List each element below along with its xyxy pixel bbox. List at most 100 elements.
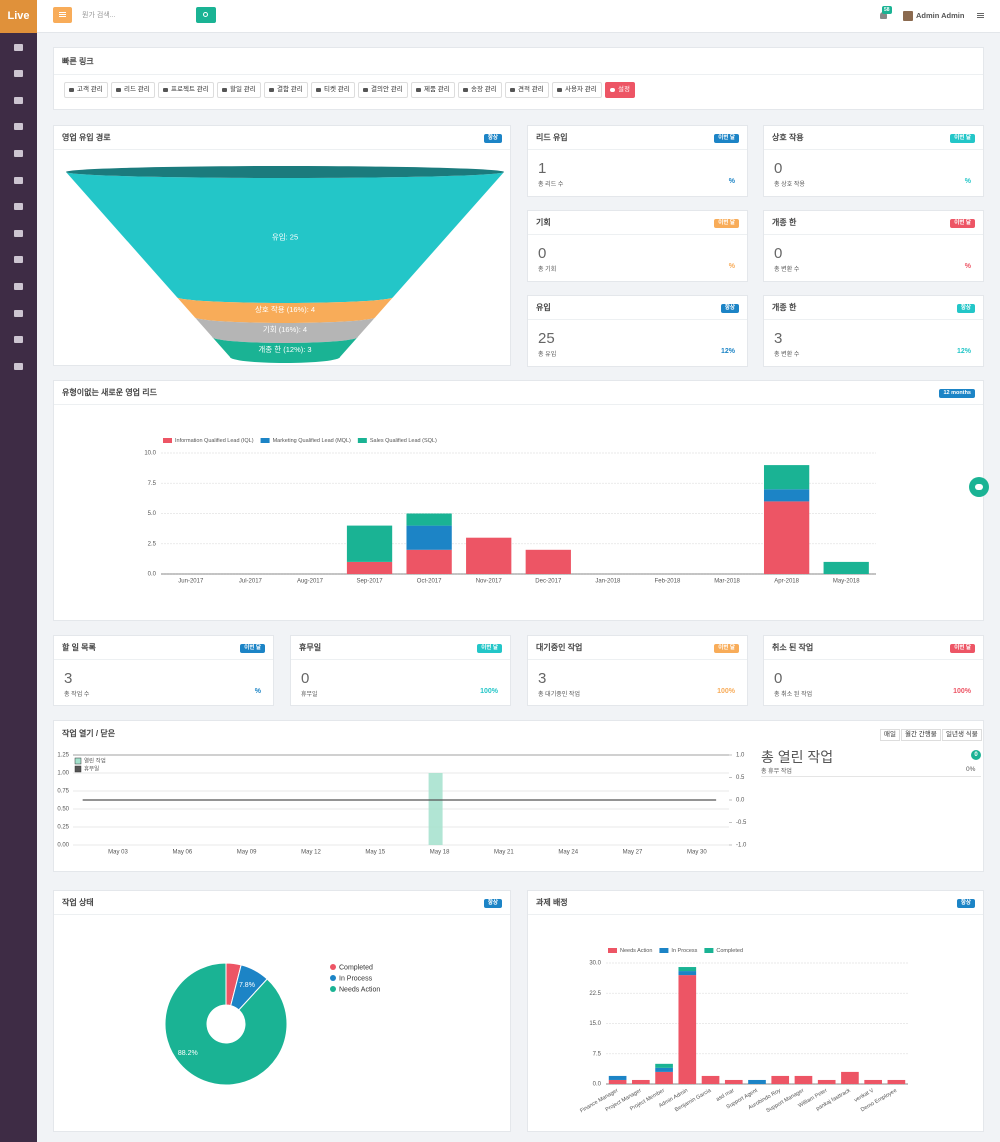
nav-icon[interactable] [14,363,23,370]
nav-icon[interactable] [14,123,23,130]
quick-link-button[interactable]: 티켓 관리 [311,82,355,98]
badge: 항상 [720,304,739,313]
nav-icon[interactable] [14,336,23,343]
badge: 이번 달 [714,219,739,228]
range-button[interactable]: 월간 간행물 [901,729,941,741]
legend-swatch [163,438,172,443]
nav-icon[interactable] [14,44,23,51]
card-caption: 총 상호 작용 [774,182,805,188]
nav-icon[interactable] [14,70,23,77]
bar-segment [655,1071,673,1084]
legend-swatch [260,438,270,443]
quick-link-button[interactable]: 리드 관리 [111,82,155,98]
badge: 이번 달 [950,644,975,653]
nav-icon[interactable] [14,150,23,157]
card-change: 100% [480,688,498,695]
nav-icon[interactable] [14,97,23,104]
x-tick-label: Nov-2017 [476,579,503,585]
card-title: 개종 한 [764,296,983,320]
quick-link-button[interactable]: 견적 관리 [505,82,549,98]
y-tick-label: 10.0 [144,451,156,457]
card-caption: 총 변환 수 [774,267,800,273]
card-title: 상호 작용 [764,126,983,150]
badge: 항상 [956,304,975,313]
bell-icon[interactable] [880,12,887,19]
legend-label: 휴무일 [84,764,99,772]
card-title: 할 일 목록 [54,636,273,660]
range-button[interactable]: 매일 [880,729,900,741]
chat-button[interactable] [969,477,989,497]
quick-link-button[interactable]: 고객 관리 [64,82,108,98]
quick-link-button[interactable]: 프로젝트 관리 [158,82,214,98]
logo[interactable]: Live [0,0,37,33]
bar-segment [701,1075,720,1084]
task-chart-panel: 0.00 0.25 0.50 0.75 1.00 1.25 -1.0 -0.5 0.0 0.5 1.… [53,720,984,872]
nav-icon[interactable] [14,256,23,263]
panel-title: 작업 상태 항상 [54,891,510,915]
options-icon[interactable] [977,13,984,14]
x-tick-label: May 30 [687,850,707,856]
funnel-label: 개종 한 (12%): 3 [258,344,311,354]
y-tick-label: 30.0 [589,961,601,967]
card-change: 12% [956,348,971,355]
bar-segment [678,967,697,972]
range-button[interactable]: 일년생 식물 [942,729,982,741]
y-tick-label: 0.25 [57,825,69,831]
card-value: 0 [774,245,783,262]
card-value: 3 [64,670,73,687]
panel-title: 과제 배정 항상 [528,891,983,915]
card-caption: 총 취소 된 작업 [774,692,813,698]
x-tick-label: May 15 [365,850,385,856]
search-button[interactable] [196,7,216,23]
leads-chart: 0.0 2.5 5.0 7.5 10.0 Jun-2017 Jul-2017 Aug-2017… [144,438,876,585]
quick-link-button[interactable]: 할일 관리 [217,82,261,98]
quick-link-button[interactable]: 설정 [605,82,635,98]
funnel-segment [176,297,394,323]
badge: 이번 달 [950,219,975,228]
x-tick-label: Apr-2018 [774,579,799,585]
nav-icon[interactable] [14,177,23,184]
badge: 항상 [483,134,502,143]
badge: 이번 달 [714,644,739,653]
x-tick-label: Feb-2018 [655,579,681,585]
summary-change: 0% [966,766,976,773]
panel-title: 영업 유입 경로 항상 [54,126,510,150]
card-title: 개종 한 [764,211,983,235]
badge: 이번 달 [240,644,265,653]
title: 유형이없는 새로운 영업 리드 [62,388,157,397]
y2-tick-label: 1.0 [736,753,745,759]
legend-label: Needs Action [339,986,380,993]
title: 작업 상태 [62,898,94,907]
card-value: 0 [538,245,547,262]
bar-segment [406,525,452,550]
card-change: % [728,178,735,185]
bar-segment [406,513,452,526]
pie-slice [164,962,288,1086]
legend-swatch [74,765,82,773]
quick-link-button[interactable]: 송장 관리 [458,82,502,98]
y2-tick-label: -1.0 [736,843,747,849]
card-value: 3 [774,330,783,347]
nav-icon[interactable] [14,230,23,237]
bar-segment [655,1067,673,1072]
user-name[interactable]: Admin Admin [916,11,965,20]
legend-swatch [74,757,82,765]
legend-swatch [330,975,336,981]
quick-links-panel: 빠른 링크 고객 관리 리드 관리 프로젝트 관리 할일 관리 결함 관리 티켓 관리 결의… [53,47,984,110]
nav-icon[interactable] [14,283,23,290]
nav-icon[interactable] [14,203,23,210]
quick-link-button[interactable]: 결함 관리 [264,82,308,98]
card-value: 0 [774,160,783,177]
search-input[interactable]: 뭔가 검색... [82,12,116,19]
funnel-segment [66,172,504,303]
quick-link-button[interactable]: 결의안 관리 [358,82,408,98]
quick-link-button[interactable]: 사용자 관리 [552,82,602,98]
legend-label: In Process [671,948,697,954]
summary-title: 총 열린 작업 [761,749,834,765]
menu-button[interactable] [53,7,72,23]
nav-icon[interactable] [14,310,23,317]
badge: 12 months [939,389,975,398]
legend-label: Completed [339,964,373,971]
quick-link-button[interactable]: 제품 관리 [411,82,455,98]
stat-card: 대기중인 작업 이번 달 3 총 대기중인 작업 100% [527,635,748,706]
